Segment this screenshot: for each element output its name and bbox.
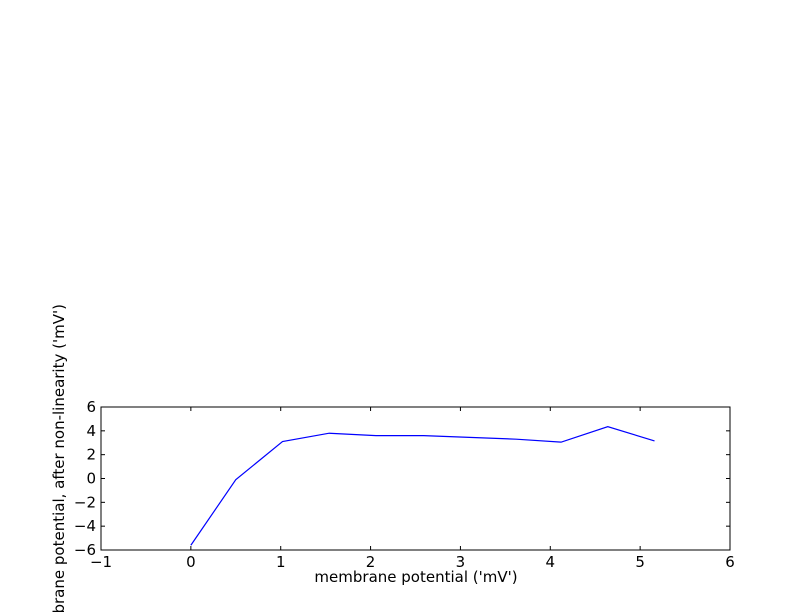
y-axis-label: membrane potential, after non-linearity … bbox=[50, 304, 68, 612]
y-tick-label: −6 bbox=[74, 541, 96, 559]
data-line bbox=[190, 426, 655, 546]
x-tick-label: 0 bbox=[186, 553, 196, 571]
x-tick-label: 4 bbox=[546, 553, 556, 571]
x-tick-label: −1 bbox=[90, 553, 112, 571]
y-tick-label: 0 bbox=[86, 470, 96, 488]
y-tick-label: 4 bbox=[86, 422, 96, 440]
y-tick-label: 6 bbox=[86, 398, 96, 416]
y-tick-label: −2 bbox=[74, 493, 96, 511]
y-tick-label: 2 bbox=[86, 446, 96, 464]
y-tick-label: −4 bbox=[74, 517, 96, 535]
x-tick-label: 3 bbox=[456, 553, 466, 571]
x-tick-label: 1 bbox=[276, 553, 286, 571]
x-tick-label: 5 bbox=[635, 553, 645, 571]
x-tick-label: 6 bbox=[725, 553, 735, 571]
plot-frame bbox=[100, 406, 731, 551]
x-axis-label: membrane potential ('mV') bbox=[314, 568, 517, 586]
x-tick-label: 2 bbox=[366, 553, 376, 571]
